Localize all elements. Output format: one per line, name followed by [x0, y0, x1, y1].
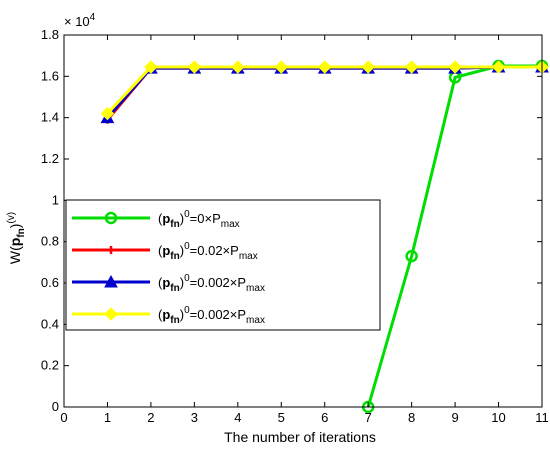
- legend-label-part: fn: [170, 283, 179, 294]
- data-point: [318, 60, 332, 74]
- y-tick-label: 1.8: [41, 27, 59, 42]
- legend: (pfn)0=0×Pmax(pfn)0=0.02×Pmax(pfn)0=0.00…: [65, 199, 381, 331]
- x-tick-label: 8: [408, 410, 415, 425]
- legend-label-part: p: [162, 307, 170, 322]
- x-tick-label: 4: [234, 410, 241, 425]
- legend-items: (pfn)0=0×Pmax(pfn)0=0.02×Pmax(pfn)0=0.00…: [72, 209, 265, 326]
- legend-label-part: (: [158, 307, 163, 322]
- y-tick-label: 1: [52, 192, 59, 207]
- y-tick-label: 0.4: [41, 316, 59, 331]
- legend-label-part: =0.002×P: [190, 307, 246, 322]
- y-multiplier-base: × 10: [64, 14, 90, 29]
- y-tick-label: 0.8: [41, 234, 59, 249]
- y-multiplier: × 104: [64, 12, 96, 29]
- series-diamond: [100, 60, 549, 121]
- legend-label: (pfn)0=0.02×Pmax: [158, 241, 258, 262]
- x-tick-label: 5: [278, 410, 285, 425]
- x-tick-label: 11: [535, 410, 549, 425]
- legend-box: [65, 199, 381, 331]
- data-point: [274, 60, 288, 74]
- legend-label-part: =0×P: [190, 211, 221, 226]
- legend-label-part: =0.02×P: [190, 243, 239, 258]
- legend-label-part: fn: [170, 219, 179, 230]
- legend-label-part: max: [221, 219, 240, 230]
- y-multiplier-exp: 4: [90, 12, 96, 23]
- y-label-base: W(: [7, 246, 23, 264]
- legend-label-part: ): [180, 243, 184, 258]
- legend-label-part: 0: [184, 209, 190, 220]
- x-tick-label: 6: [321, 410, 328, 425]
- legend-label-part: 0: [184, 273, 190, 284]
- legend-label-part: (: [158, 275, 163, 290]
- y-tick-label: 1.2: [41, 151, 59, 166]
- y-label-close: ): [7, 224, 23, 229]
- x-tick-label: 10: [491, 410, 505, 425]
- legend-item: (pfn)0=0.002×Pmax: [72, 305, 265, 326]
- legend-label: (pfn)0=0×Pmax: [158, 209, 240, 230]
- legend-label-part: ): [180, 211, 184, 226]
- legend-label-part: fn: [170, 315, 179, 326]
- legend-label-part: ): [180, 275, 184, 290]
- data-point: [491, 60, 506, 74]
- y-tick-label: 0.2: [41, 358, 59, 373]
- legend-item: (pfn)0=0×Pmax: [72, 209, 240, 230]
- data-point: [361, 60, 375, 74]
- legend-marker: [104, 211, 118, 225]
- y-tick-label: 1.4: [41, 110, 59, 125]
- data-point: [100, 106, 115, 121]
- legend-label-part: 0: [184, 241, 190, 252]
- legend-label-part: (: [158, 211, 163, 226]
- legend-label-part: fn: [170, 251, 179, 262]
- y-label-bold: p: [7, 238, 23, 247]
- data-point: [144, 60, 158, 74]
- x-tick-label: 7: [365, 410, 372, 425]
- legend-label-part: max: [246, 315, 265, 326]
- x-tick-label: 9: [451, 410, 458, 425]
- legend-marker: [104, 274, 118, 288]
- data-point: [187, 60, 202, 74]
- x-tick-label: 3: [191, 410, 198, 425]
- x-axis-label: The number of iterations: [224, 429, 376, 445]
- legend-label-part: p: [162, 211, 170, 226]
- y-label-sub: fn: [16, 228, 27, 237]
- legend-label: (pfn)0=0.002×Pmax: [158, 305, 265, 326]
- data-point: [448, 60, 462, 74]
- legend-item: (pfn)0=0.002×Pmax: [72, 273, 265, 294]
- legend-label-part: max: [246, 283, 265, 294]
- y-axis-label: W(pfn)(v): [6, 212, 27, 264]
- data-point: [231, 60, 245, 74]
- plot-frame: [63, 34, 543, 408]
- ticks-layer: 0 1 2 3 4 5 6 7 8 9 10 11 0 0.2 0.4 0.6 0.8 1 1.2 1.4 1.6 1.8: [41, 27, 549, 425]
- legend-marker: [107, 246, 115, 254]
- x-tick-label: 0: [60, 410, 67, 425]
- data-point: [404, 60, 419, 74]
- x-tick-label: 1: [104, 410, 111, 425]
- legend-label-part: max: [239, 251, 258, 262]
- legend-label: (pfn)0=0.002×Pmax: [158, 273, 265, 294]
- legend-item: (pfn)0=0.02×Pmax: [72, 241, 258, 262]
- y-tick-label: 1.6: [41, 68, 59, 83]
- legend-marker: [104, 307, 118, 321]
- legend-label-part: p: [162, 275, 170, 290]
- y-label-sup: (v): [6, 212, 17, 224]
- legend-label-part: =0.002×P: [190, 275, 246, 290]
- y-tick-label: 0: [52, 399, 59, 414]
- legend-label-part: 0: [184, 305, 190, 316]
- legend-label-part: (: [158, 243, 163, 258]
- legend-label-part: ): [180, 307, 184, 322]
- x-tick-label: 2: [147, 410, 154, 425]
- data-point: [405, 249, 418, 263]
- series-layer: [100, 59, 549, 414]
- legend-label-part: p: [162, 243, 170, 258]
- y-tick-label: 0.6: [41, 275, 59, 290]
